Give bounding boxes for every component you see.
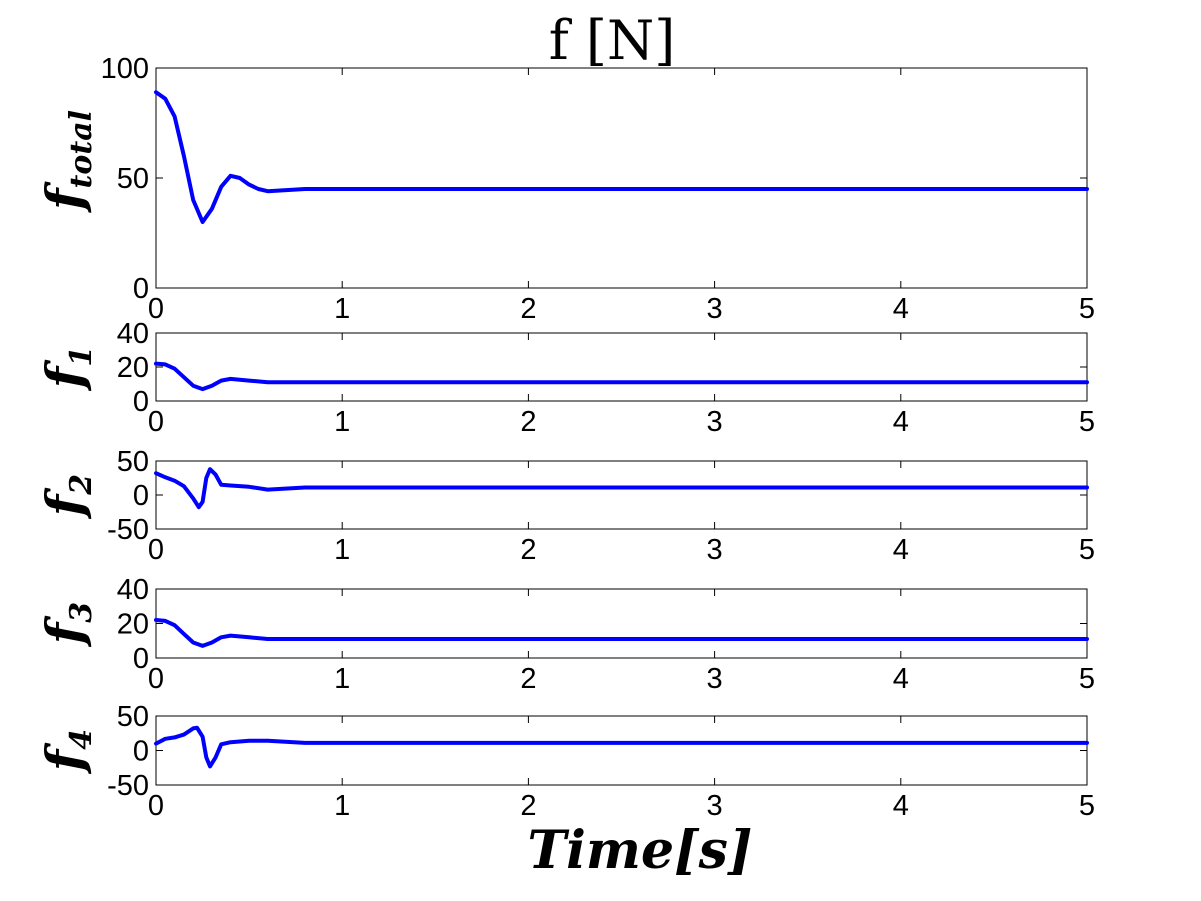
x-axis-label: Time[s]	[527, 820, 752, 881]
y-axis-label-5: f4	[35, 729, 99, 774]
y-axis-label-subscript: total	[64, 110, 99, 189]
y-tick-label: 50	[117, 163, 149, 195]
series-line-3	[154, 467, 1089, 510]
x-tick-label: 2	[520, 406, 536, 438]
y-tick-label: 50	[117, 446, 149, 478]
plot-area-1	[155, 67, 1088, 289]
x-tick-label: 1	[334, 663, 350, 695]
y-tick-label: 40	[117, 318, 149, 350]
y-tick-label: 40	[117, 574, 149, 606]
x-tick-label: 1	[334, 406, 350, 438]
y-axis-label-4: f3	[35, 602, 99, 647]
y-tick-label: 0	[133, 643, 149, 675]
y-tick-label: 20	[117, 609, 149, 641]
x-tick-label: 4	[893, 406, 909, 438]
series-line-4	[154, 618, 1089, 648]
x-tick-label: 0	[148, 534, 164, 566]
y-tick-label: 0	[133, 273, 149, 305]
x-tick-label: 3	[707, 293, 723, 325]
x-tick-label: 2	[520, 534, 536, 566]
x-tick-label: 0	[148, 663, 164, 695]
x-tick-label: 1	[334, 534, 350, 566]
series-line-1	[154, 90, 1089, 224]
y-axis-label-subscript: 3	[64, 602, 99, 623]
y-axis-label-2: f1	[35, 346, 99, 391]
y-tick-label: 0	[133, 386, 149, 418]
x-tick-label: 1	[334, 293, 350, 325]
x-tick-label: 2	[520, 293, 536, 325]
x-tick-label: 4	[893, 663, 909, 695]
y-tick-label: 50	[117, 701, 149, 733]
x-tick-label: 2	[520, 663, 536, 695]
plot-area-3	[155, 460, 1088, 530]
plot-area-4	[155, 588, 1088, 659]
x-tick-label: 3	[707, 663, 723, 695]
x-tick-label: 5	[1079, 406, 1095, 438]
x-tick-label: 2	[520, 790, 536, 822]
figure-title: f [N]	[549, 9, 676, 72]
x-tick-label: 5	[1079, 663, 1095, 695]
series-line-2	[154, 361, 1089, 392]
x-tick-label: 1	[334, 790, 350, 822]
x-tick-label: 0	[148, 406, 164, 438]
plot-area-5	[155, 715, 1088, 786]
y-axis-label-1: ftotal	[35, 110, 99, 213]
y-tick-label: -50	[107, 514, 149, 546]
y-axis-label-subscript: 4	[64, 729, 99, 750]
y-axis-label-subscript: 2	[64, 474, 99, 496]
x-tick-label: 3	[707, 790, 723, 822]
y-tick-label: 0	[133, 480, 149, 512]
x-tick-label: 5	[1079, 534, 1095, 566]
series-line-5	[154, 725, 1089, 769]
x-tick-label: 0	[148, 790, 164, 822]
y-tick-label: -50	[107, 770, 149, 802]
y-tick-label: 20	[117, 352, 149, 384]
y-axis-label-3: f2	[35, 474, 99, 519]
x-tick-label: 4	[893, 790, 909, 822]
y-tick-label: 100	[101, 53, 149, 85]
plot-area-2	[155, 332, 1088, 402]
x-tick-label: 3	[707, 406, 723, 438]
x-tick-label: 5	[1079, 293, 1095, 325]
x-tick-label: 3	[707, 534, 723, 566]
x-tick-label: 4	[893, 293, 909, 325]
x-tick-label: 4	[893, 534, 909, 566]
x-tick-label: 5	[1079, 790, 1095, 822]
y-tick-label: 0	[133, 736, 149, 768]
x-tick-label: 0	[148, 293, 164, 325]
y-axis-label-subscript: 1	[64, 346, 99, 367]
